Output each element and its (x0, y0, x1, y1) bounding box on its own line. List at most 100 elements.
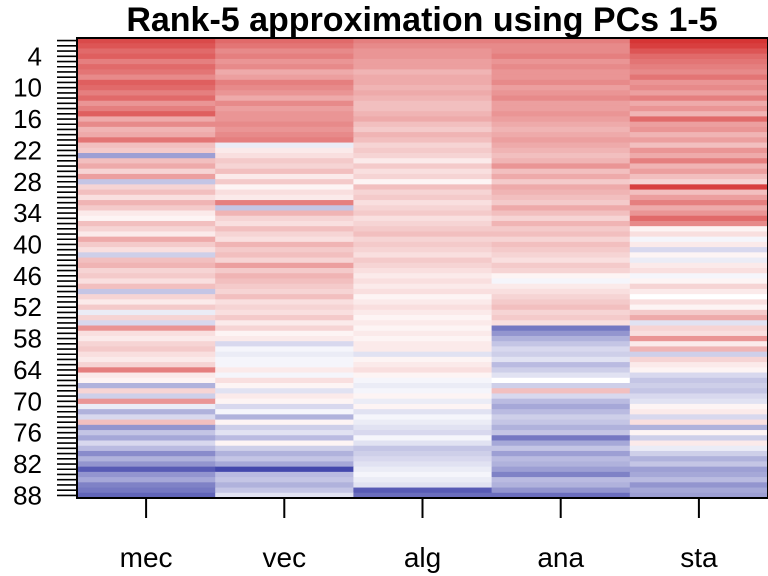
y-tick-label: 70 (13, 386, 42, 416)
heatmap-cell (353, 132, 493, 138)
heatmap-cell (77, 341, 216, 348)
heatmap-cell (629, 403, 768, 410)
heatmap-cell (629, 398, 768, 405)
heatmap-cell (77, 477, 216, 483)
heatmap-cell (215, 153, 354, 159)
heatmap-cell (353, 450, 493, 457)
heatmap-cell (77, 409, 216, 415)
heatmap-cell (353, 85, 493, 91)
heatmap-cell (215, 48, 354, 55)
heatmap-cell (629, 252, 768, 259)
heatmap-cell (77, 215, 216, 222)
heatmap-cell (77, 262, 216, 269)
heatmap-cell (77, 205, 216, 212)
heatmap-cell (353, 367, 493, 374)
heatmap-cell (77, 168, 216, 175)
heatmap-cell (491, 482, 631, 489)
heatmap-cell (491, 372, 631, 379)
heatmap-cell (629, 273, 768, 280)
y-tick-label: 82 (13, 449, 42, 479)
heatmap-cell (77, 226, 216, 233)
heatmap-cell (629, 487, 768, 494)
heatmap-cell (353, 414, 493, 421)
heatmap-cell (215, 430, 354, 436)
heatmap-cell (491, 414, 631, 421)
heatmap-cell (491, 335, 631, 342)
heatmap-cell (353, 38, 493, 44)
heatmap-cell (77, 38, 216, 44)
heatmap-cell (491, 137, 631, 144)
heatmap-cell (629, 383, 768, 389)
heatmap-cell (77, 466, 216, 473)
heatmap-cell (491, 116, 631, 123)
heatmap-cell (77, 377, 216, 384)
heatmap-cell (77, 450, 216, 457)
heatmap-cell (77, 367, 216, 374)
heatmap-cell (215, 215, 354, 222)
heatmap-cell (77, 137, 216, 144)
heatmap-cell (215, 492, 354, 499)
heatmap-cell (77, 273, 216, 280)
heatmap-cell (629, 226, 768, 233)
heatmap-cell (629, 278, 768, 285)
heatmap-cell (77, 74, 216, 81)
heatmap-cell (629, 320, 768, 327)
heatmap-cell (215, 105, 354, 112)
y-tick-label: 40 (13, 229, 42, 259)
heatmap-cell (629, 184, 768, 191)
heatmap-cell (77, 456, 216, 463)
heatmap-cell (353, 409, 493, 415)
heatmap-cell (491, 121, 631, 128)
heatmap-cell (77, 440, 216, 447)
heatmap-cell (629, 64, 768, 70)
heatmap-cell (491, 304, 631, 311)
heatmap-cell (491, 456, 631, 463)
heatmap-cell (77, 356, 216, 363)
heatmap-cell (491, 184, 631, 191)
heatmap-cell (353, 184, 493, 191)
heatmap-cell (215, 367, 354, 374)
heatmap-cell (215, 315, 354, 321)
heatmap-cell (77, 492, 216, 499)
heatmap-cell (353, 126, 493, 133)
heatmap-cell (353, 362, 493, 368)
heatmap-cell (353, 351, 493, 358)
heatmap-cell (215, 173, 354, 180)
heatmap-cell (629, 111, 768, 118)
heatmap-cell (491, 450, 631, 457)
heatmap-cell (629, 440, 768, 447)
heatmap-cell (215, 69, 354, 76)
y-tick-label: 52 (13, 292, 42, 322)
heatmap-cell (77, 294, 216, 300)
heatmap-cell (353, 440, 493, 447)
heatmap-cell (77, 435, 216, 442)
heatmap-cell (491, 262, 631, 269)
heatmap-cell (491, 100, 631, 107)
heatmap-cell (353, 294, 493, 300)
heatmap-cell (77, 241, 216, 248)
heatmap-cell (215, 95, 354, 102)
heatmap-cell (77, 220, 216, 227)
heatmap-cell (215, 200, 354, 206)
heatmap-cell (215, 247, 354, 253)
heatmap-cell (629, 304, 768, 311)
heatmap-cell (353, 356, 493, 363)
heatmap-cell (353, 288, 493, 295)
heatmap-cell (353, 283, 493, 290)
heatmap-cell (491, 226, 631, 233)
heatmap-cell (77, 487, 216, 494)
heatmap-cell (353, 335, 493, 342)
heatmap-cell (215, 414, 354, 421)
heatmap-cell (491, 440, 631, 447)
heatmap-cell (629, 100, 768, 107)
heatmap-cell (629, 168, 768, 175)
heatmap-cell (215, 64, 354, 70)
heatmap-cell (215, 278, 354, 285)
heatmap-cell (77, 58, 216, 65)
heatmap-cell (215, 168, 354, 175)
heatmap-cell (629, 79, 768, 86)
heatmap-cell (629, 137, 768, 144)
heatmap-cell (215, 142, 354, 149)
heatmap-cell (629, 48, 768, 55)
heatmap-cell (215, 325, 354, 332)
